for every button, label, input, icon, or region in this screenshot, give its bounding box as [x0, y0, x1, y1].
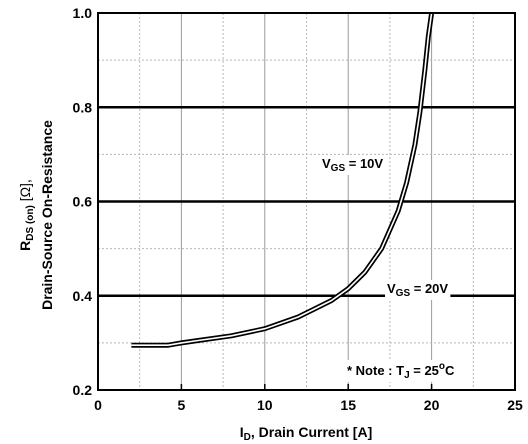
plot-frame — [97, 12, 516, 391]
y-axis-title-line1: RDS (on) [Ω], — [17, 179, 36, 251]
x-axis-title: ID, Drain Current [A] — [240, 424, 372, 443]
annotation-vgs-20v: VGS = 20V — [387, 281, 448, 299]
series-line — [131, 12, 433, 347]
x-tick-label: 25 — [507, 397, 523, 413]
x-tick-label: 20 — [424, 397, 440, 413]
x-tick-label: 10 — [257, 397, 273, 413]
x-tick-label: 15 — [340, 397, 356, 413]
y-tick-label: 1.0 — [73, 5, 93, 21]
ticks-group: 0 5 10 15 20 25 0.2 0.4 0.6 0.8 1.0 — [73, 5, 523, 413]
annotation-note-background — [345, 360, 458, 382]
annotation-vgs-20v-background — [385, 280, 451, 300]
y-tick-label: 0.8 — [73, 99, 93, 115]
series-group — [131, 12, 435, 348]
x-tick-label: 5 — [178, 397, 186, 413]
y-tick-label: 0.4 — [73, 288, 93, 304]
y-tick-label: 0.6 — [73, 194, 93, 210]
annotation-vgs-10v-background — [320, 155, 386, 175]
grid — [98, 13, 515, 390]
annotation-note: * Note : TJ = 25oC — [347, 361, 455, 381]
y-tick-label: 0.2 — [73, 382, 93, 398]
x-tick-label: 0 — [94, 397, 102, 413]
annotation-vgs-10v: VGS = 10V — [322, 156, 383, 174]
y-axis-title-line2: Drain-Source On-Resistance — [39, 120, 55, 310]
